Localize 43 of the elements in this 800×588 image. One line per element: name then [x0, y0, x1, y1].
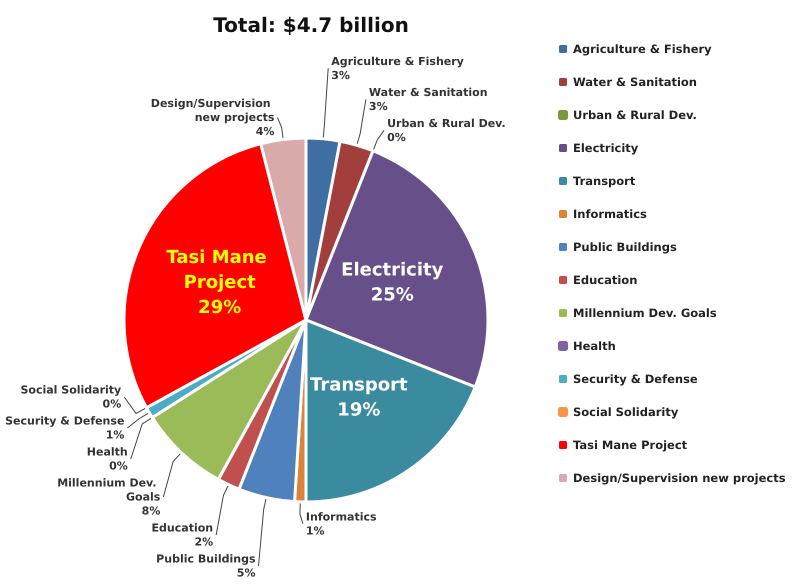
text: 0%: [109, 460, 128, 472]
data-label: 8%: [142, 504, 160, 518]
legend-label: Public Buildings: [573, 240, 677, 254]
slice-label: Tasi Mane Project: [166, 247, 274, 294]
legend-label: Millennium Dev. Goals: [573, 306, 717, 320]
category-label: Health: [86, 446, 128, 458]
slice-label: Millennium Dev. Goals: [57, 476, 161, 504]
text: 0%: [387, 130, 406, 144]
legend-label: Electricity: [573, 141, 639, 155]
legend-label: Health: [573, 339, 616, 353]
text: 0%: [102, 398, 122, 410]
legend-label: Security & Defense: [573, 372, 698, 386]
data-label: 1%: [306, 524, 325, 538]
slice-label: Agriculture & Fishery: [331, 54, 464, 68]
legend-label: Transport: [573, 174, 636, 188]
data-label: 3%: [368, 100, 388, 113]
data-label: 4%: [256, 125, 274, 138]
chart-title: Total: $4.7 billion: [213, 13, 409, 37]
slice-label: Education: [152, 522, 214, 534]
legend-label: Urban & Rural Dev.: [573, 108, 697, 122]
data-label: 1%: [106, 428, 124, 442]
data-label: 2%: [194, 536, 214, 548]
data-label: 5%: [236, 566, 256, 580]
data-label: 29%: [198, 297, 242, 318]
data-label: 25%: [370, 284, 414, 306]
legend-label: Education: [573, 273, 638, 287]
legend-label: Social Solidarity: [573, 405, 679, 419]
data-label: 3%: [331, 68, 350, 82]
legend-label: Water & Sanitation: [573, 75, 697, 89]
category-label: Urban & Rural Dev.: [387, 116, 506, 130]
slice-label: Electricity: [341, 260, 444, 281]
slice-label: Security & Defense: [5, 414, 124, 428]
legend-label: Agriculture & Fishery: [573, 42, 712, 56]
legend-label: Design/Supervision new projects: [573, 471, 786, 485]
category-label: Social Solidarity: [20, 384, 122, 396]
slice-label: Informatics: [306, 510, 378, 524]
slice-label: Design/Supervision new projects: [150, 97, 275, 124]
data-label: 19%: [337, 400, 380, 421]
legend-label: Informatics: [573, 207, 648, 221]
slice-label: Water & Sanitation: [368, 86, 488, 99]
slice-label: Public Buildings: [156, 552, 256, 566]
slice-label: Transport: [310, 374, 408, 396]
legend-label: Tasi Mane Project: [573, 438, 688, 452]
